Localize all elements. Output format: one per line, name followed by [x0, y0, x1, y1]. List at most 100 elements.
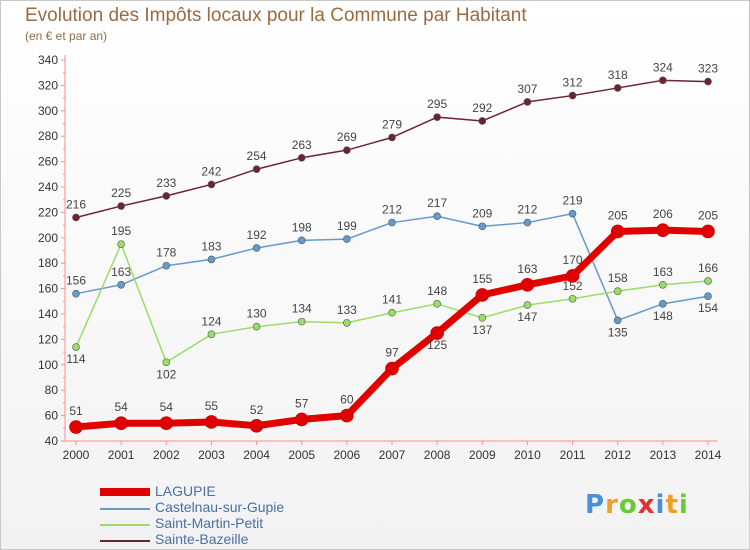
data-point-castelnau-sur-gupie: [478, 222, 487, 231]
data-point-sainte-bazeille: [478, 117, 487, 125]
data-label-sainte-bazeille: 279: [382, 117, 402, 131]
x-tick-label: 2009: [469, 448, 496, 462]
data-label-lagupie: 125: [427, 338, 447, 352]
y-tick-label: 180: [38, 256, 58, 270]
data-point-lagupie: [610, 224, 625, 239]
legend-label-sainte-bazeille: Sainte-Bazeille: [155, 531, 249, 547]
data-label-sainte-bazeille: 307: [517, 82, 537, 96]
data-point-lagupie: [520, 277, 535, 292]
data-label-saint-martin-petit: 141: [382, 293, 402, 307]
data-label-lagupie: 206: [653, 207, 673, 221]
data-label-lagupie: 205: [698, 208, 718, 222]
x-tick-label: 2000: [63, 448, 90, 462]
data-label-lagupie: 170: [563, 253, 583, 267]
data-point-castelnau-sur-gupie: [568, 209, 577, 218]
data-label-sainte-bazeille: 242: [201, 164, 221, 178]
data-point-lagupie: [565, 269, 580, 283]
y-tick-label: 300: [38, 104, 58, 118]
data-point-lagupie: [249, 418, 264, 433]
data-point-castelnau-sur-gupie: [613, 316, 622, 325]
y-tick-label: 280: [38, 129, 58, 143]
y-tick-label: 80: [45, 383, 59, 397]
data-label-castelnau-sur-gupie: 212: [517, 203, 537, 217]
y-tick-label: 40: [45, 434, 59, 448]
y-tick-label: 140: [38, 307, 58, 321]
y-tick-label: 320: [38, 78, 58, 92]
data-label-lagupie: 155: [472, 272, 492, 286]
data-point-saint-martin-petit: [388, 308, 396, 317]
data-point-lagupie: [204, 415, 219, 429]
data-label-lagupie: 55: [205, 399, 219, 413]
y-tick-label: 100: [38, 358, 58, 372]
legend-swatch-sainte-bazeille: [100, 540, 150, 542]
data-point-saint-martin-petit: [613, 287, 622, 295]
data-label-saint-martin-petit: 195: [111, 224, 131, 238]
data-point-castelnau-sur-gupie: [343, 235, 351, 243]
data-label-castelnau-sur-gupie: 154: [698, 301, 718, 315]
data-point-saint-martin-petit: [433, 300, 441, 308]
legend-swatch-saint-martin: [100, 524, 150, 526]
x-tick-label: 2002: [153, 448, 180, 462]
x-tick-label: 2004: [243, 448, 270, 462]
data-point-saint-martin-petit: [117, 240, 125, 248]
data-point-lagupie: [656, 223, 670, 237]
data-point-sainte-bazeille: [433, 113, 441, 121]
logo-letter: r: [605, 490, 619, 520]
data-label-castelnau-sur-gupie: 156: [66, 274, 86, 288]
data-point-sainte-bazeille: [388, 133, 396, 142]
data-point-sainte-bazeille: [613, 84, 622, 92]
data-point-castelnau-sur-gupie: [117, 280, 125, 289]
x-tick-label: 2013: [650, 448, 677, 462]
logo-letter: t: [665, 490, 679, 520]
data-label-castelnau-sur-gupie: 192: [247, 228, 267, 242]
y-tick-label: 240: [38, 180, 58, 194]
data-label-saint-martin-petit: 133: [337, 303, 357, 317]
data-point-saint-martin-petit: [72, 343, 80, 351]
data-label-saint-martin-petit: 102: [156, 367, 176, 381]
data-point-castelnau-sur-gupie: [388, 218, 396, 227]
logo-letter: P: [585, 490, 606, 520]
data-label-lagupie: 163: [517, 262, 537, 276]
data-label-sainte-bazeille: 269: [337, 130, 357, 144]
data-point-sainte-bazeille: [297, 153, 306, 162]
data-label-saint-martin-petit: 124: [201, 314, 221, 328]
series-line-sainte-bazeille: [75, 79, 709, 219]
x-tick-label: 2001: [108, 448, 135, 462]
data-point-castelnau-sur-gupie: [433, 212, 441, 221]
legend-label-lagupie: LAGUPIE: [155, 483, 216, 499]
data-point-sainte-bazeille: [252, 165, 261, 174]
data-point-lagupie: [159, 416, 174, 431]
data-label-lagupie: 54: [114, 400, 128, 414]
data-label-saint-martin-petit: 148: [427, 284, 447, 298]
data-label-castelnau-sur-gupie: 198: [292, 220, 312, 234]
data-label-sainte-bazeille: 263: [292, 138, 312, 152]
data-label-saint-martin-petit: 152: [563, 279, 583, 293]
data-point-sainte-bazeille: [162, 192, 171, 200]
x-tick-label: 2003: [198, 448, 225, 462]
data-label-lagupie: 60: [340, 393, 354, 407]
data-point-sainte-bazeille: [72, 213, 80, 222]
data-point-sainte-bazeille: [704, 77, 712, 86]
data-point-sainte-bazeille: [659, 76, 667, 85]
data-point-sainte-bazeille: [207, 180, 216, 189]
y-tick-label: 160: [38, 282, 58, 296]
data-label-castelnau-sur-gupie: 219: [563, 194, 583, 208]
x-tick-label: 2014: [695, 448, 722, 462]
data-label-saint-martin-petit: 114: [66, 352, 85, 366]
data-label-saint-martin-petit: 163: [653, 265, 673, 279]
chart-subtitle: (en € et par an): [25, 29, 108, 43]
data-label-sainte-bazeille: 323: [698, 62, 718, 76]
data-point-saint-martin-petit: [478, 314, 487, 322]
data-label-lagupie: 51: [69, 404, 83, 418]
data-point-sainte-bazeille: [568, 91, 577, 100]
data-point-castelnau-sur-gupie: [297, 236, 306, 245]
data-point-saint-martin-petit: [252, 322, 261, 331]
data-label-sainte-bazeille: 233: [156, 176, 176, 190]
data-label-lagupie: 205: [608, 208, 628, 222]
x-tick-label: 2011: [560, 448, 586, 462]
x-tick-label: 2008: [424, 448, 451, 462]
data-label-saint-martin-petit: 130: [247, 307, 267, 321]
data-point-lagupie: [475, 288, 490, 302]
logo-letter: x: [637, 490, 656, 520]
logo-letter: i: [678, 490, 689, 520]
